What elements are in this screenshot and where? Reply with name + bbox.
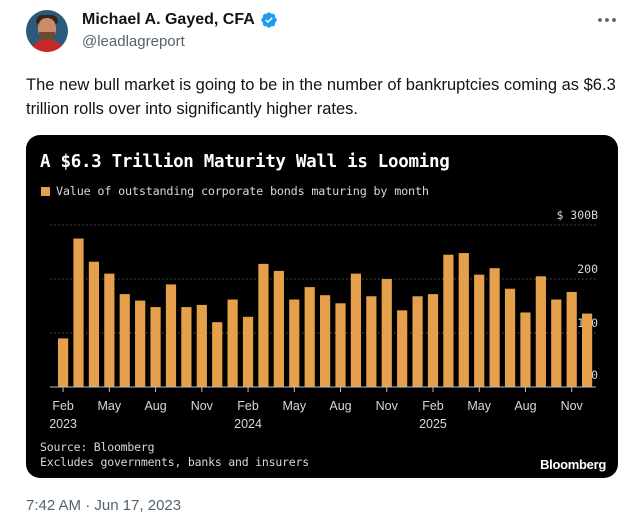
bar	[551, 299, 562, 387]
more-options-icon[interactable]	[594, 10, 620, 30]
x-tick-label: Aug	[329, 399, 351, 413]
bar	[582, 313, 593, 387]
bar	[397, 310, 408, 387]
author-handle[interactable]: @leadlagreport	[82, 33, 185, 50]
bar	[242, 316, 254, 387]
x-tick-label: May	[467, 399, 491, 413]
x-year-label: 2025	[419, 417, 447, 431]
bar	[119, 294, 130, 387]
chart-image[interactable]: A $6.3 Trillion Maturity Wall is Looming…	[26, 135, 618, 478]
bar	[196, 304, 207, 387]
chart-source: Source: Bloomberg	[40, 440, 155, 454]
x-tick-label: Nov	[376, 399, 399, 413]
bar	[520, 312, 531, 387]
tweet-timestamp[interactable]: 7:42 AM · Jun 17, 2023	[26, 497, 182, 514]
bar	[504, 288, 516, 387]
bar	[273, 270, 284, 387]
author-avatar[interactable]	[26, 10, 68, 52]
bar	[88, 261, 100, 387]
bar	[412, 296, 423, 387]
bar	[135, 300, 146, 387]
x-year-label: 2023	[49, 417, 77, 431]
bar	[104, 273, 115, 387]
bar	[258, 263, 269, 387]
x-tick-label: Feb	[52, 399, 74, 413]
bar	[366, 296, 377, 387]
x-tick-label: Nov	[561, 399, 584, 413]
author-name[interactable]: Michael A. Gayed, CFA	[82, 11, 255, 28]
y-tick-label: 200	[577, 262, 598, 276]
bar	[289, 299, 300, 387]
bar	[335, 303, 346, 387]
x-tick-label: Feb	[237, 399, 259, 413]
bar	[474, 274, 485, 387]
x-tick-label: Aug	[514, 399, 536, 413]
bar	[150, 307, 161, 387]
bar	[304, 287, 315, 387]
chart-note: Excludes governments, banks and insurers	[40, 455, 309, 469]
bar	[535, 276, 546, 387]
tweet-header: Michael A. Gayed, CFA @leadlagreport	[26, 8, 626, 60]
verified-badge-icon	[261, 12, 277, 28]
bar	[458, 253, 469, 387]
tweet-text: The new bull market is going to be in th…	[26, 76, 616, 118]
x-tick-label: Aug	[144, 399, 166, 413]
chart-title: A $6.3 Trillion Maturity Wall is Looming	[40, 152, 450, 172]
x-tick-label: May	[282, 399, 306, 413]
bar-chart: 0100200$ 300BFeb2023MayAugNovFeb2024MayA…	[49, 208, 598, 431]
legend-swatch	[41, 187, 50, 196]
x-year-label: 2024	[234, 417, 262, 431]
bar	[58, 338, 69, 387]
x-tick-label: May	[98, 399, 122, 413]
legend-label: Value of outstanding corporate bonds mat…	[56, 184, 429, 198]
y-tick-label: 0	[591, 368, 598, 382]
bar	[165, 284, 177, 387]
bar	[181, 307, 192, 387]
bar	[212, 322, 223, 387]
bar	[73, 238, 84, 387]
bar	[427, 294, 439, 387]
bar	[566, 291, 577, 387]
y-tick-label: $ 300B	[556, 208, 598, 222]
bloomberg-logo: Bloomberg	[540, 457, 606, 472]
x-tick-label: Feb	[422, 399, 444, 413]
bar	[350, 273, 362, 387]
bar	[381, 279, 392, 387]
x-tick-label: Nov	[191, 399, 214, 413]
bar	[227, 299, 238, 387]
bar	[443, 254, 454, 387]
bar	[320, 295, 331, 387]
bar	[489, 268, 500, 387]
